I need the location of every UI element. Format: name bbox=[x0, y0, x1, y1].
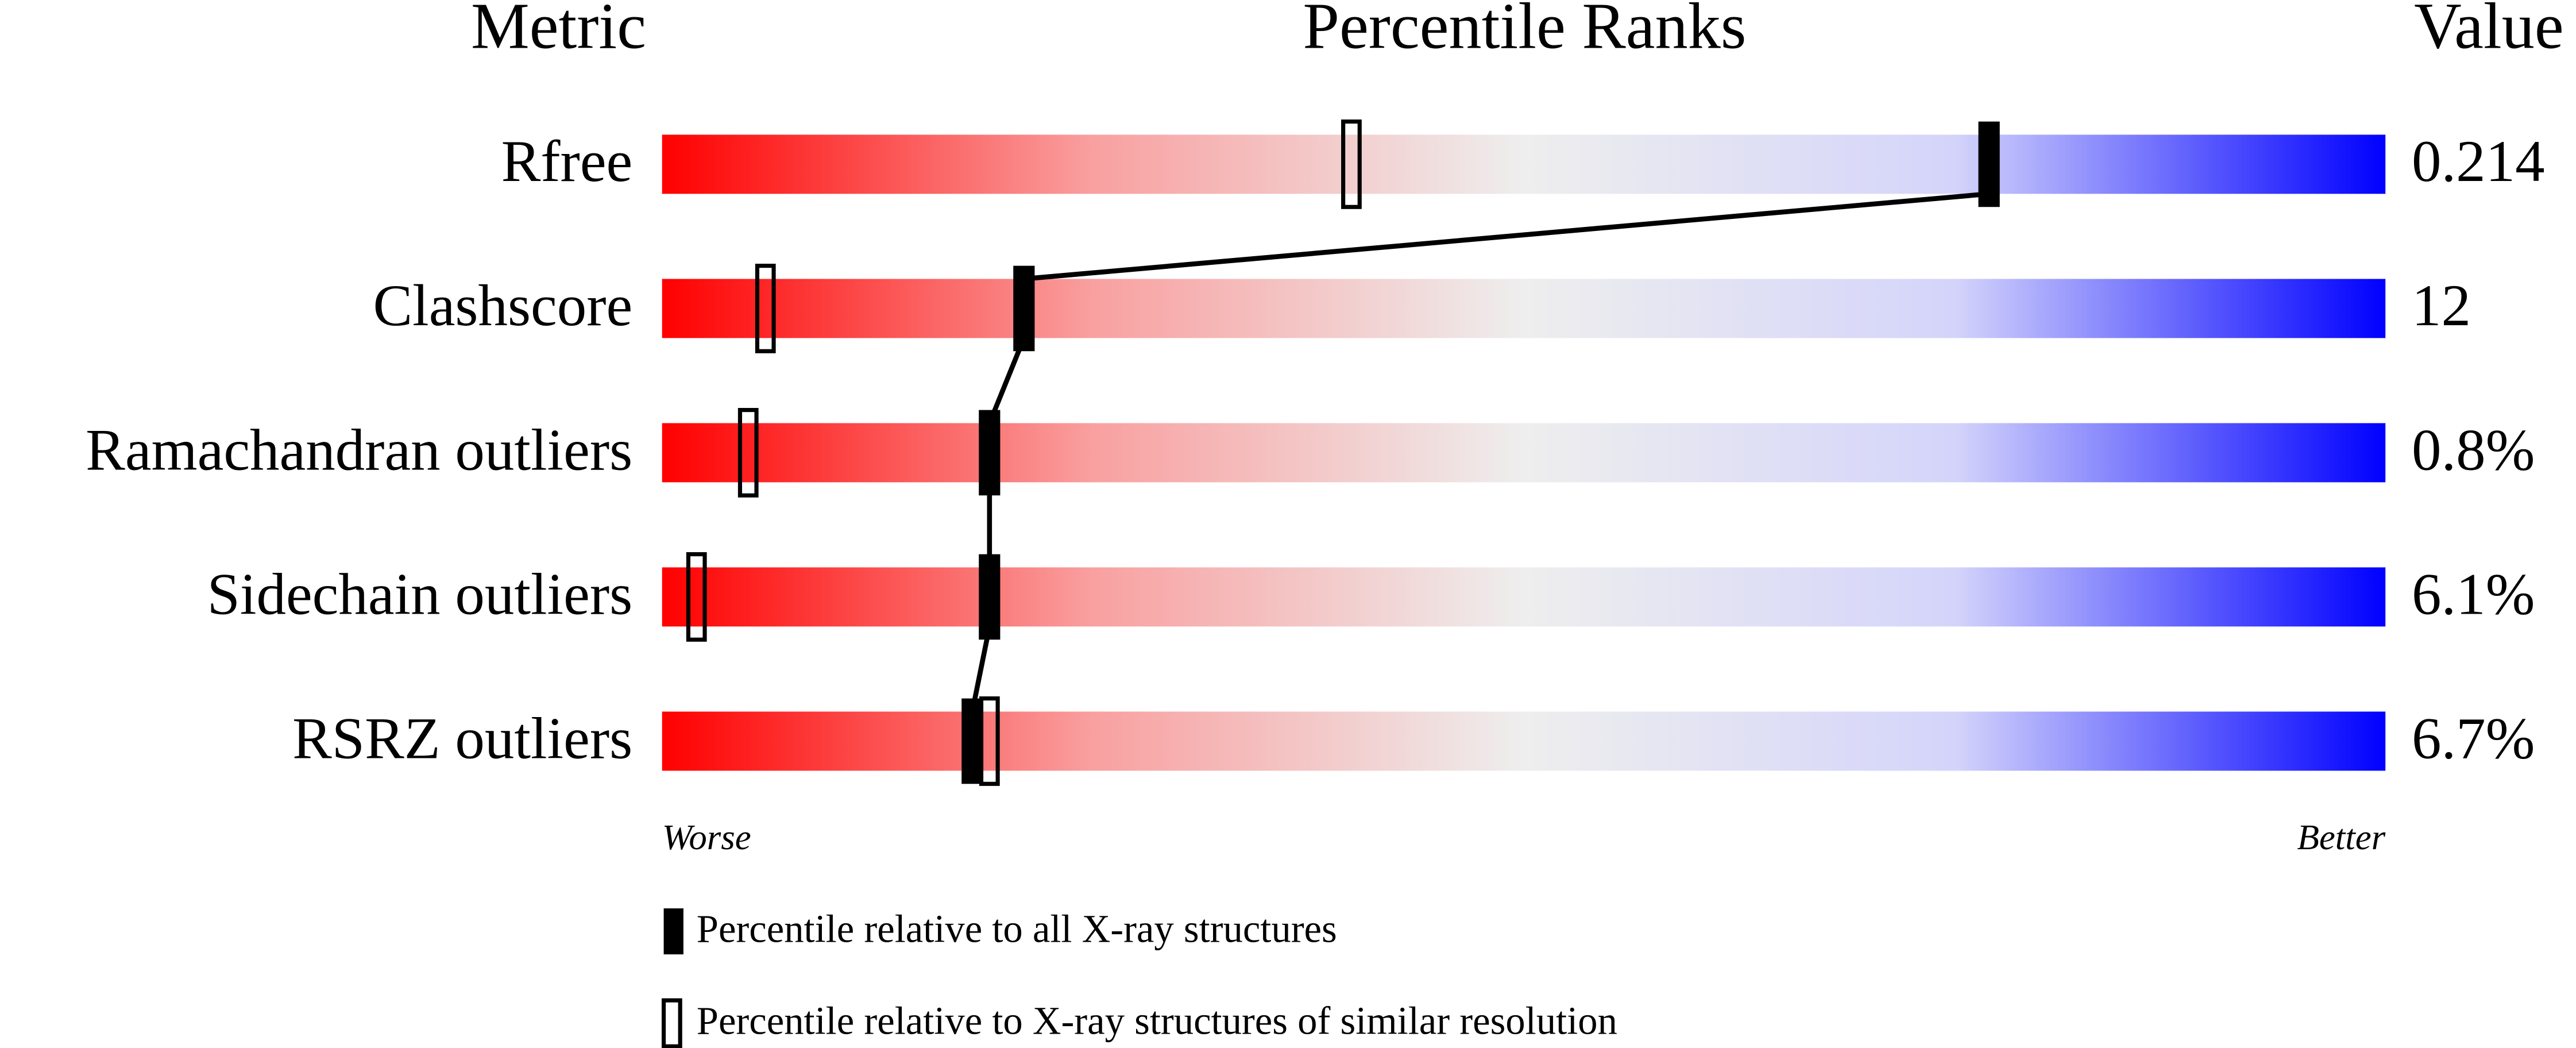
legend-label: Percentile relative to X-ray structures … bbox=[697, 999, 1617, 1043]
axis-label-better: Better bbox=[2297, 817, 2385, 857]
column-header: Percentile Ranks bbox=[1303, 0, 1746, 62]
metric-label: Ramachandran outliers bbox=[86, 417, 632, 483]
open-marker bbox=[755, 264, 776, 353]
column-header: Metric bbox=[471, 0, 646, 62]
axis-label-worse: Worse bbox=[662, 817, 751, 857]
column-header: Value bbox=[2414, 0, 2563, 62]
metric-label: Clashscore bbox=[373, 273, 632, 338]
metric-value: 6.7% bbox=[2412, 706, 2535, 771]
connector-line bbox=[1024, 191, 1990, 282]
open-marker bbox=[979, 696, 1000, 786]
metric-label: RSRZ outliers bbox=[292, 706, 632, 771]
filled-marker bbox=[1978, 121, 2000, 207]
metric-label: Sidechain outliers bbox=[207, 561, 633, 627]
percentile-bar bbox=[662, 134, 2386, 194]
filled-marker bbox=[979, 410, 1001, 496]
filled-marker bbox=[1013, 265, 1035, 352]
percentile-bar bbox=[662, 423, 2386, 483]
legend-swatch bbox=[663, 908, 683, 955]
legend-swatch bbox=[661, 998, 682, 1048]
percentile-bar bbox=[662, 279, 2386, 338]
open-marker bbox=[737, 408, 759, 498]
metric-value: 0.8% bbox=[2412, 417, 2535, 483]
open-marker bbox=[1341, 119, 1362, 209]
metric-value: 6.1% bbox=[2412, 561, 2535, 627]
filled-marker bbox=[979, 554, 1001, 640]
connector-line bbox=[970, 626, 992, 712]
metric-value: 0.214 bbox=[2412, 129, 2545, 194]
legend-label: Percentile relative to all X-ray structu… bbox=[697, 907, 1337, 951]
metric-label: Rfree bbox=[501, 129, 633, 194]
metric-value: 12 bbox=[2412, 273, 2471, 338]
percentile-bar bbox=[662, 567, 2386, 627]
connector-line bbox=[987, 337, 1026, 425]
percentile-bar bbox=[662, 711, 2386, 771]
open-marker bbox=[686, 552, 707, 642]
